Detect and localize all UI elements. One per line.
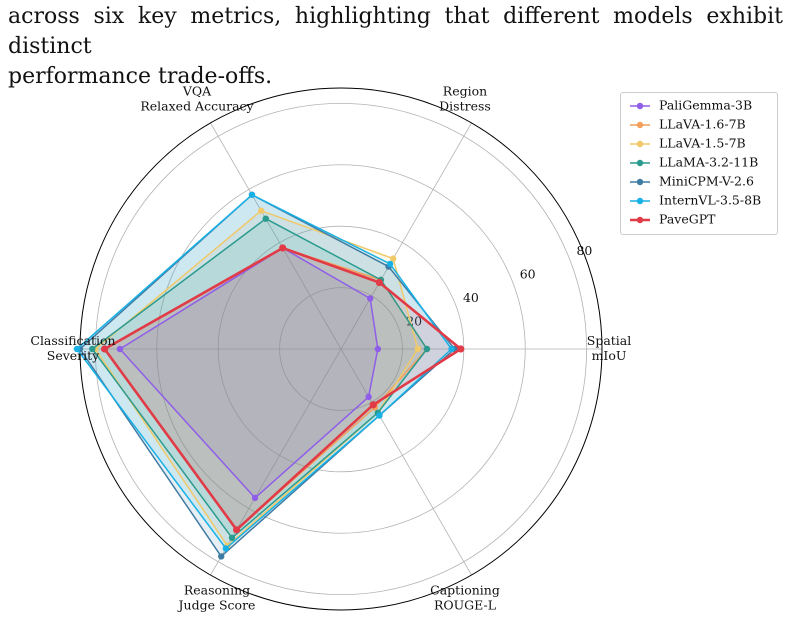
series-fill-3: [92, 218, 428, 538]
r-tick-label-60: 60: [520, 266, 536, 281]
grid-ring-20: [279, 287, 403, 411]
r-tick-label-80: 80: [576, 243, 592, 258]
series-fill-6: [104, 248, 461, 530]
series-point-3-3: [89, 345, 96, 353]
series-point-5-5: [376, 412, 383, 419]
caption-line-1: across six key metrics, highlighting tha…: [8, 4, 783, 59]
axis-label-3-0: Classification: [30, 333, 115, 348]
legend-label-4: MiniCPM-V-2.6: [659, 174, 754, 189]
legend: PaliGemma-3B LLaVA-1.6-7B LLaVA-1.5-7B LLaM…: [620, 92, 778, 235]
series-point-2-2: [257, 207, 265, 214]
axis-label-2-1: Relaxed Accuracy: [140, 99, 254, 114]
series-point-6-0: [457, 345, 465, 353]
series-point-2-1: [390, 255, 397, 262]
series-point-0-1: [366, 295, 374, 302]
legend-marker-6: [636, 216, 644, 224]
series-point-0-0: [374, 345, 382, 353]
series-point-0-3: [116, 345, 124, 353]
axis-label-0-1: mIoU: [592, 348, 627, 363]
legend-label-5: InternVL-3.5-8B: [659, 193, 761, 208]
series-fill-0: [119, 248, 378, 498]
grid-ring-60: [156, 164, 526, 534]
legend-label-6: PaveGPT: [659, 212, 716, 227]
figure-caption: across six key metrics, highlighting tha…: [8, 2, 783, 92]
legend-entries: PaliGemma-3B LLaVA-1.6-7B LLaVA-1.5-7B LLaM…: [630, 98, 761, 227]
axis-label-5-0: Captioning: [430, 582, 500, 597]
legend-marker-3: [636, 159, 644, 167]
axis-label-3-1: Severity: [47, 348, 100, 363]
legend-marker-5: [636, 197, 644, 205]
axis-label-0-0: Spatial: [587, 333, 632, 348]
series-point-5-2: [248, 191, 256, 198]
axis-label-4-1: Judge Score: [177, 597, 256, 612]
legend-label-0: PaliGemma-3B: [659, 98, 752, 113]
caption-line-2: performance trade-offs.: [8, 64, 273, 89]
series-point-3-2: [262, 215, 269, 222]
series-lines: [73, 191, 465, 560]
axis-label-5-1: ROUGE-L: [434, 597, 496, 612]
series-point-0-5: [365, 393, 372, 401]
legend-marker-2: [636, 140, 644, 148]
axis-label-1-0: Region: [443, 84, 487, 99]
series-point-6-1: [375, 278, 383, 287]
legend-marker-4: [636, 178, 644, 186]
legend-marker-0: [636, 102, 644, 110]
series-point-4-4: [218, 553, 225, 560]
series-point-5-4: [222, 545, 230, 552]
series-point-6-5: [369, 401, 377, 409]
spoke-1: [340, 122, 472, 350]
series-point-0-4: [251, 494, 259, 502]
axis-label-2-0: VQA: [182, 84, 212, 99]
series-point-5-1: [386, 260, 394, 268]
spoke-5: [340, 348, 472, 576]
r-tick-label-40: 40: [463, 290, 479, 305]
series-point-5-3: [73, 345, 81, 353]
legend-marker-1: [636, 121, 644, 129]
series-point-5-0: [448, 345, 455, 353]
legend-label-1: LLaVA-1.6-7B: [659, 117, 746, 132]
axis-label-1-1: Distress: [439, 99, 491, 114]
legend-label-3: LLaMA-3.2-11B: [659, 155, 758, 170]
series-point-3-0: [423, 345, 431, 353]
spoke-2: [210, 122, 342, 350]
series-point-6-3: [100, 345, 109, 353]
legend-label-2: LLaVA-1.5-7B: [659, 136, 746, 151]
series-point-6-4: [233, 526, 241, 534]
axis-label-4-0: Reasoning: [184, 582, 250, 597]
series-point-6-2: [279, 244, 287, 252]
series-point-2-0: [414, 345, 421, 353]
series-point-3-4: [228, 534, 236, 542]
